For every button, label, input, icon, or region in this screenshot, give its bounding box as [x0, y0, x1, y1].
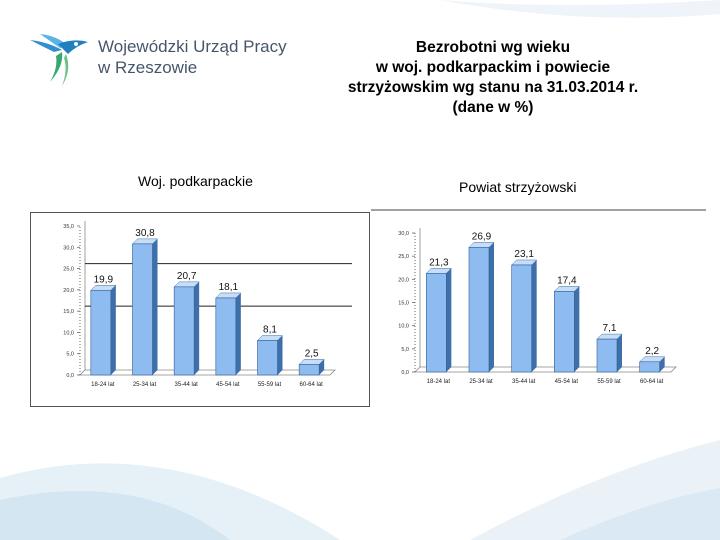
y-tick-label: 10,0 — [63, 330, 74, 336]
y-tick-label: 15,0 — [398, 301, 409, 307]
bar — [257, 340, 278, 376]
chart-floor — [79, 369, 336, 376]
bar-side — [277, 335, 283, 375]
data-label: 17,4 — [557, 275, 577, 286]
bar — [596, 338, 618, 373]
bar — [215, 297, 237, 376]
chart-frame — [30, 212, 370, 407]
bar — [554, 291, 575, 373]
x-tick-label: 18-24 lat — [427, 379, 451, 385]
organization-name-line2: w Rzeszowie — [98, 58, 198, 77]
data-label: 19,9 — [94, 274, 114, 285]
bar — [132, 243, 153, 376]
data-label: 26,9 — [472, 231, 492, 242]
y-tick-label: 20,0 — [63, 288, 74, 294]
x-tick-label: 60-64 lat — [299, 382, 323, 388]
title-line1: Bezrobotni wg wieku — [415, 39, 571, 56]
chart-county: 0,0 5,0 10,0 15,0 20,0 25,0 30,0 21,3 18-24 lat 2… — [371, 209, 706, 385]
y-tick-label: 0,0 — [401, 370, 409, 376]
data-label: 18,1 — [219, 282, 239, 293]
y-tick-label: 35,0 — [63, 224, 74, 230]
data-label: 30,8 — [135, 228, 155, 239]
bar — [468, 247, 490, 373]
chart-floor — [414, 366, 677, 373]
data-label: 23,1 — [514, 249, 534, 260]
bar-side — [489, 242, 494, 372]
chart-voivodeship: 0,0 5,0 10,0 15,0 20,0 25,0 30,0 35,0 19,9 18-24 … — [30, 212, 370, 407]
y-tick-label: 30,0 — [63, 245, 74, 251]
bar-side — [152, 238, 158, 375]
bar — [511, 264, 532, 373]
title-line3: strzyżowskim wg stanu na 31.03.2014 r. — [347, 79, 639, 96]
bar-side — [617, 334, 622, 372]
y-tick-label: 25,0 — [63, 267, 74, 273]
x-tick-label: 45-54 lat — [555, 379, 579, 385]
x-tick-label: 35-44 lat — [174, 382, 198, 388]
data-label: 2,2 — [645, 346, 659, 357]
bar — [639, 361, 660, 373]
data-label: 20,7 — [177, 271, 197, 282]
y-tick-label: 25,0 — [398, 254, 409, 260]
bar-side — [574, 286, 580, 372]
data-label: 21,3 — [429, 257, 449, 268]
bar — [173, 286, 195, 376]
organization-name-line1: Wojewódzki Urząd Pracy — [98, 37, 287, 56]
x-tick-label: 55-59 lat — [597, 379, 621, 385]
bar-side — [235, 292, 241, 375]
bar — [298, 364, 320, 376]
y-tick-label: 30,0 — [398, 231, 409, 237]
data-label: 2,5 — [305, 348, 319, 359]
x-tick-label: 60-64 lat — [640, 379, 664, 385]
y-tick-label: 20,0 — [398, 277, 409, 283]
x-tick-label: 55-59 lat — [258, 382, 282, 388]
x-tick-label: 25-34 lat — [133, 382, 157, 388]
data-label: 7,1 — [603, 323, 617, 334]
x-tick-label: 45-54 lat — [216, 382, 240, 388]
bird-logo-icon — [30, 34, 88, 86]
chart-title-voivodeship: Woj. podkarpackie — [138, 173, 253, 189]
y-tick-label: 0,0 — [66, 373, 74, 379]
organization-logo: Wojewódzki Urząd Pracy w Rzeszowie — [28, 30, 318, 90]
x-tick-label: 18-24 lat — [91, 382, 115, 388]
y-tick-label: 5,0 — [66, 352, 74, 358]
title-line2: w woj. podkarpackim i powiecie — [375, 59, 611, 76]
bar-side — [531, 259, 537, 372]
bar-side — [110, 285, 116, 375]
bar — [426, 273, 447, 373]
bar — [90, 289, 112, 376]
x-tick-label: 35-44 lat — [512, 379, 536, 385]
x-tick-label: 25-34 lat — [469, 379, 493, 385]
page-title: Bezrobotni wg wieku w woj. podkarpackim … — [318, 38, 668, 118]
y-tick-label: 5,0 — [401, 347, 409, 353]
y-tick-label: 15,0 — [63, 309, 74, 315]
y-tick-label: 10,0 — [398, 324, 409, 330]
chart-title-county: Powiat strzyżowski — [459, 179, 577, 195]
title-line4: (dane w %) — [452, 99, 534, 116]
organization-name: Wojewódzki Urząd Pracy w Rzeszowie — [98, 36, 287, 78]
bar-side — [194, 281, 200, 375]
data-label: 8,1 — [263, 325, 277, 336]
bar-side — [446, 268, 452, 372]
